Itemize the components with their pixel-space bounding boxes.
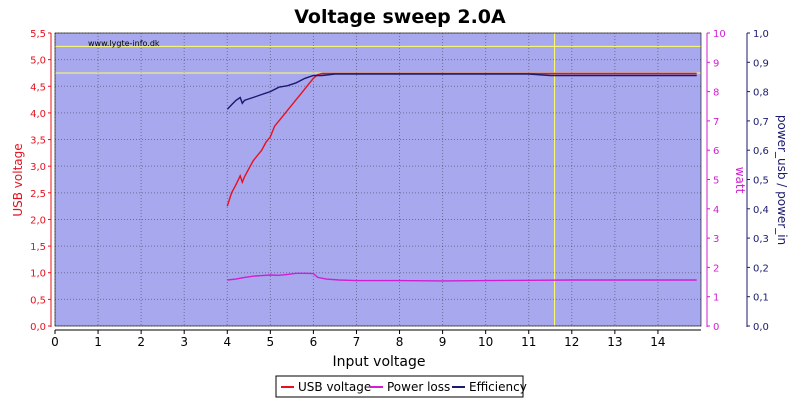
legend-label-efficiency: Efficiency <box>469 380 527 394</box>
y-tick-label-left: 2,5 <box>30 189 46 200</box>
y-tick-label-left: 0,0 <box>30 322 46 333</box>
x-tick-label: 12 <box>564 335 579 349</box>
x-tick-label: 8 <box>396 335 404 349</box>
y-tick-label-left: 3,5 <box>30 136 46 147</box>
x-tick-label: 0 <box>51 335 59 349</box>
y-tick-label-left: 4,5 <box>30 82 46 93</box>
y-tick-label-right2: 0,5 <box>753 176 769 187</box>
y-axis-label-right2: power_usb / power_in <box>775 115 789 245</box>
y-tick-label-left: 2,0 <box>30 215 46 226</box>
y-tick-label-right2: 0,9 <box>753 58 769 69</box>
x-tick-label: 5 <box>267 335 275 349</box>
y-tick-label-right2: 0,3 <box>753 234 769 245</box>
plot-frame <box>54 32 702 327</box>
y-tick-label-right2: 1,0 <box>753 29 769 40</box>
plot-area <box>55 33 701 326</box>
y-tick-label-left: 1,0 <box>30 269 46 280</box>
x-tick-label: 3 <box>180 335 188 349</box>
x-tick-label: 10 <box>478 335 493 349</box>
y-tick-label-right2: 0,7 <box>753 117 769 128</box>
y-tick-label-right2: 0,8 <box>753 88 769 99</box>
y-tick-label-left: 5,0 <box>30 56 46 67</box>
y-tick-label-left: 4,0 <box>30 109 46 120</box>
x-axis-label: Input voltage <box>332 354 425 370</box>
y-tick-label-right1: 8 <box>713 88 719 99</box>
legend-label-power-loss: Power loss <box>387 380 450 394</box>
y-tick-label-left: 1,5 <box>30 242 46 253</box>
y-tick-label-right1: 5 <box>713 176 719 187</box>
x-tick-label: 1 <box>94 335 102 349</box>
x-tick-label: 6 <box>310 335 318 349</box>
x-tick-label: 11 <box>521 335 536 349</box>
x-tick-label: 13 <box>607 335 622 349</box>
y-tick-label-left: 5,5 <box>30 29 46 40</box>
y-tick-label-right1: 0 <box>713 322 719 333</box>
y-tick-label-left: 3,0 <box>30 162 46 173</box>
y-axis-label-right1: watt <box>733 167 747 194</box>
y-tick-label-right2: 0,6 <box>753 146 769 157</box>
y-tick-label-right2: 0,4 <box>753 205 769 216</box>
chart-title: Voltage sweep 2.0A <box>294 6 506 28</box>
x-tick-label: 14 <box>650 335 665 349</box>
series-line-power-loss <box>227 272 697 282</box>
y-tick-label-right1: 6 <box>713 146 719 157</box>
y-tick-label-right1: 2 <box>713 263 719 274</box>
y-tick-label-right1: 9 <box>713 58 719 69</box>
y-tick-label-right1: 1 <box>713 293 719 304</box>
y-tick-label-right1: 4 <box>713 205 719 216</box>
legend: USB voltage Power loss Efficiency <box>275 375 527 398</box>
watermark: www.lygte-info.dk <box>88 39 160 48</box>
y-tick-label-right2: 0,0 <box>753 322 769 333</box>
x-tick-label: 4 <box>223 335 231 349</box>
y-tick-label-right1: 10 <box>713 29 726 40</box>
y-tick-label-right2: 0,2 <box>753 263 769 274</box>
x-tick-label: 7 <box>353 335 361 349</box>
x-tick-label: 9 <box>439 335 447 349</box>
legend-label-usb-voltage: USB voltage <box>298 380 371 394</box>
y-tick-label-left: 0,5 <box>30 295 46 306</box>
series-line-efficiency <box>226 73 697 110</box>
legend-box <box>275 375 524 398</box>
y-tick-label-right1: 3 <box>713 234 719 245</box>
y-tick-label-right1: 7 <box>713 117 719 128</box>
y-tick-label-right2: 0,1 <box>753 293 769 304</box>
y-axis-label-left: USB voltage <box>11 143 25 216</box>
x-tick-label: 2 <box>137 335 145 349</box>
